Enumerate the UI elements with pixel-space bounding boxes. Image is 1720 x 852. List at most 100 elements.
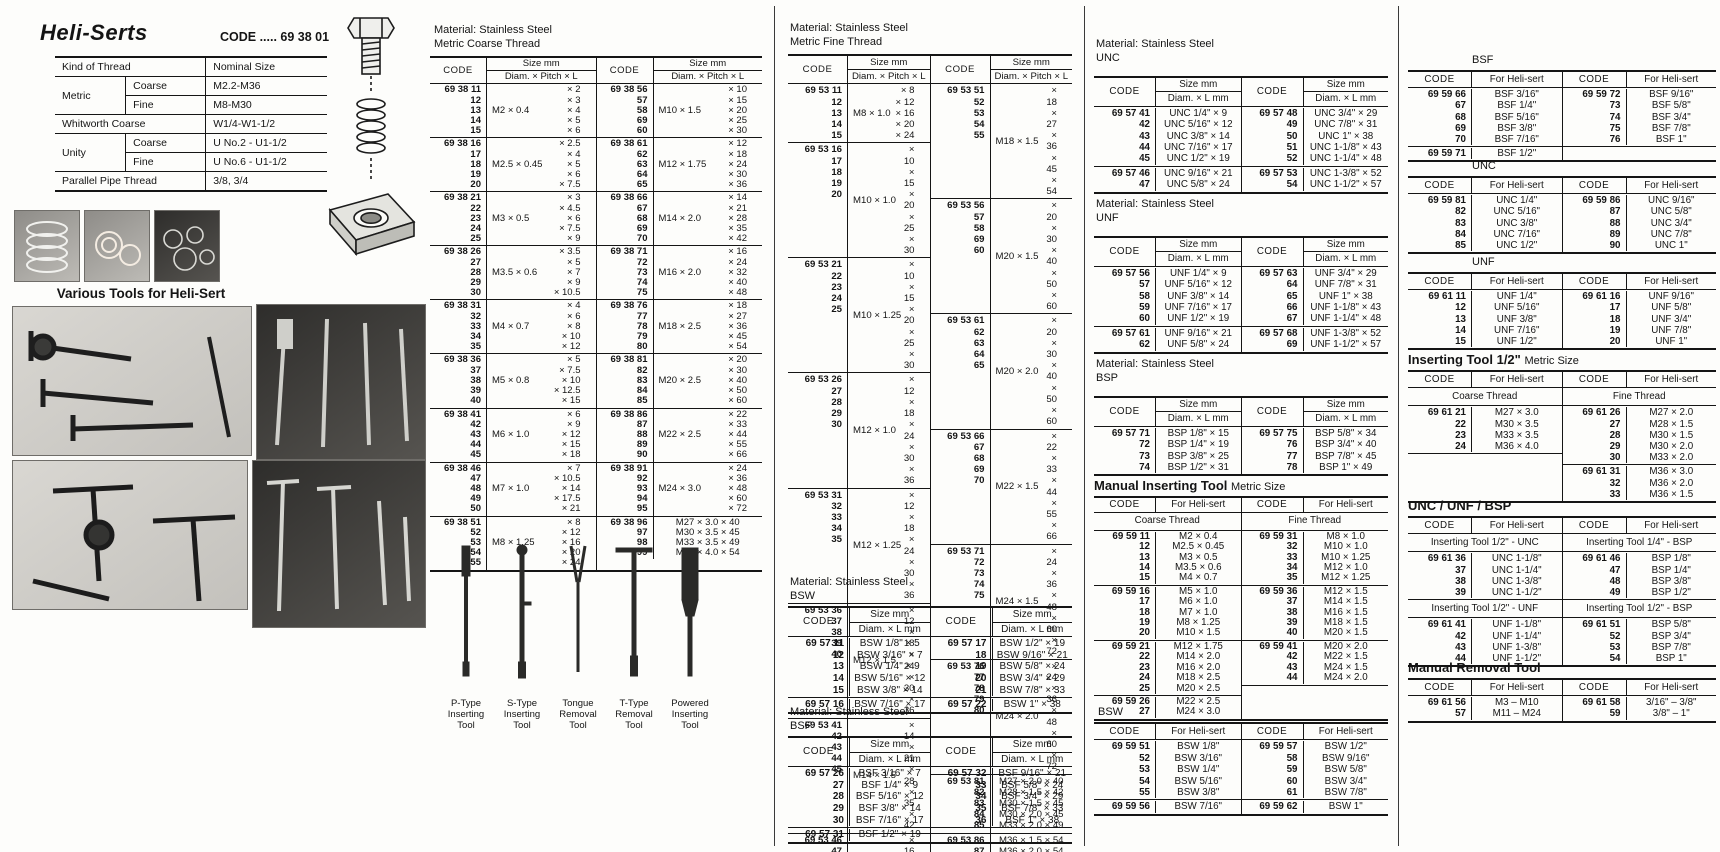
length-list: × 4 × 6 × 8 × 10 × 12 — [561, 300, 581, 353]
size-cell: BSW 1/8" — [1177, 741, 1220, 753]
code-cell: 69 61 51 — [1563, 619, 1627, 631]
code-cell: 58 — [1242, 752, 1304, 765]
size-cell: M11 – M24 — [1492, 708, 1541, 720]
size-table: CODE For Heli-sert 69 61 11 UNF 1/4" 12 UNF 5… — [1408, 272, 1716, 351]
size-cell: M16 × 1.5× 16× 24× 32× 40× 48 — [848, 834, 930, 852]
size-cell: M36 × 2.0 — [1649, 477, 1694, 489]
size-cell: BSP 1/2" × 31 — [1167, 462, 1229, 474]
empty-cell — [1242, 686, 1389, 719]
tools-photo-3 — [12, 460, 248, 610]
size-group: 69 38 36 37 38 39 40 M5 × 0.8 × 5 × 7.5 × 10 × 12… — [430, 354, 596, 409]
code-cell: 76 — [1563, 134, 1627, 146]
table-bsp-stainless: CODE Size mm Diam. × L mm 69 57 71 BSP 1/8" … — [1094, 396, 1388, 477]
size-cell: UNC 9/16" × 21 — [1163, 167, 1233, 179]
table-row: 60 BSW 3/4" — [1242, 775, 1389, 788]
table-row: 39 UNC 1-1/2" — [1408, 587, 1562, 599]
code-cell: 89 — [1563, 228, 1627, 241]
code-cell: 69 57 46 — [1094, 167, 1156, 180]
size-cell: BSF 3/16" × 7 — [858, 768, 921, 780]
thread-line: Metric Coarse Thread — [434, 37, 541, 50]
size-cell: UNC 1-1/8" × 43 — [1309, 142, 1382, 154]
table-row: 15 UNF 1/2" — [1408, 336, 1562, 348]
table-row: 54 BSP 1" — [1563, 653, 1717, 665]
size-cell: M18 × 2.5 × 18 × 27 × 36 × 45 × 54 — [654, 300, 763, 353]
code-cell: 12 — [1408, 302, 1472, 314]
code-cell: 74 — [1094, 462, 1156, 474]
code-cell: 69 61 31 — [1563, 466, 1627, 478]
code-cell: 49 — [1563, 587, 1627, 599]
table-half: CODE For Heli-sert Inserting Tool 1/4" - B… — [1561, 518, 1717, 666]
code-cell: 67 — [1408, 100, 1472, 112]
length-list: × 2 × 3 × 4 × 5 × 6 — [567, 84, 581, 137]
diameter-label: M6 × 1.0 — [492, 428, 530, 440]
length-list: × 12 × 18 × 24 × 30 × 36 — [728, 138, 747, 191]
table-row: 47 UNC 5/8" × 24 — [1094, 179, 1241, 191]
table-half: CODE Size mm Diam. × Pitch × L 69 38 56 57 58… — [595, 58, 763, 570]
code-cell: 57 — [1408, 708, 1472, 720]
thread-type-label: Coarse Thread — [1408, 388, 1562, 407]
table-row: 55 BSW 3/8" — [1094, 787, 1241, 799]
size-cell: BSW 1/2" × 19 — [999, 638, 1066, 650]
table-half: CODE For Heli-sert 69 59 57 BSW 1/2" 58 BSW 9… — [1240, 724, 1389, 814]
table-row: 69 57 71 BSP 1/8" × 15 — [1094, 427, 1241, 440]
diameter-label: M3.5 × 0.6 — [492, 266, 538, 278]
table-header-row: CODE Size mm Diam. × L mm — [930, 738, 1072, 768]
table-header-row: CODE For Heli-sert — [1408, 178, 1562, 195]
size-cell: UNF 1/4" — [1496, 291, 1537, 303]
size-cell: M27 × 2.0 — [1649, 407, 1694, 419]
tool-label: Tongue Removal Tool — [559, 698, 597, 731]
table-manual-inserting: CODE For Heli-sert Coarse Thread 69 59 11 M2… — [1094, 496, 1388, 721]
size-group: 69 57 31 BSF 1/2" × 19 — [788, 828, 930, 842]
code-cell: 20 — [1563, 336, 1627, 348]
table-row: 74 BSF 3/4" — [1563, 111, 1717, 123]
code-cell: 69 61 26 — [1563, 407, 1627, 419]
s-type-tool-cell: S-Type Inserting Tool — [496, 542, 548, 731]
code-cell: 75 — [1563, 122, 1627, 135]
size-group: 69 59 57 BSW 1/2" 58 BSW 9/16" 59 BSW 5/8" 60 B… — [1241, 740, 1389, 801]
size-column-header: Size mm Diam. × L mm — [1303, 238, 1388, 266]
size-cell: M3.5 × 0.6 × 3.5 × 5 × 7 × 9 × 10.5 — [487, 246, 596, 299]
section-title-text: Manual Removal Tool — [1408, 660, 1541, 675]
length-list: × 20 × 30 × 40 × 50 × 60 — [1046, 200, 1057, 313]
size-cell: M10 × 1.25 — [1321, 551, 1371, 563]
size-cell: UNC 5/16" — [1493, 206, 1541, 218]
code-cell: 24 — [1408, 441, 1472, 453]
table-row: 44 UNC 7/16" × 17 — [1094, 142, 1241, 154]
size-group: 69 38 11 12 13 14 15 M2 × 0.4 × 2 × 3 × 4 × 5 × 6 — [430, 84, 596, 139]
size-cell: BSP 3/4" — [1651, 630, 1691, 642]
table-row: 45 UNC 1/2" × 19 — [1094, 153, 1241, 165]
code-cell: 69 57 41 — [1094, 107, 1156, 120]
size-table: CODE Size mm Diam. × L mm 69 57 71 BSP 1/8" … — [1094, 396, 1388, 477]
code-column-header: CODE — [1408, 72, 1472, 88]
size-cell: BSW 5/16" × 12 — [854, 672, 926, 684]
code-cell: 38 — [1408, 575, 1472, 588]
table-row: 68 BSF 5/16" — [1408, 111, 1562, 123]
size-cell: M12 × 1.5 — [1323, 585, 1368, 597]
size-group: 69 57 17 BSW 1/2" × 19 18 BSW 9/16" × 21 19 B… — [930, 637, 1072, 699]
length-list: × 14 × 21 × 28 × 35 × 42 — [728, 192, 747, 245]
size-table: CODE For Heli-sert Inserting Tool 1/2" - U… — [1408, 516, 1717, 668]
table-row: 69 57 31 BSF 1/2" × 19 — [788, 829, 930, 841]
size-cell: M20 × 2.5 — [1176, 682, 1221, 694]
table-row: 69 57 41 UNC 1/4" × 9 — [1094, 107, 1241, 120]
code-cell: 59 — [1242, 764, 1304, 776]
code-cell: 30 — [788, 814, 850, 827]
material-line: Material: Stainless Steel — [1096, 358, 1214, 370]
table-row: 69 59 62 BSW 1" — [1242, 801, 1389, 813]
code-cell: 39 — [1242, 617, 1304, 629]
diameter-label: M10 × 1.25 — [853, 309, 902, 321]
table-row: 52 BSP 3/4" — [1563, 630, 1717, 642]
size-cell: BSF 1" — [1655, 134, 1687, 146]
size-cell: M3.5 × 0.6 — [1174, 562, 1222, 574]
code-cell: 69 57 48 — [1242, 107, 1304, 120]
size-group: 69 53 66 67 68 69 70 M22 × 1.5 × 22 × 33 × 44 × 5… — [930, 429, 1072, 545]
code-cell: 40 — [1242, 628, 1304, 639]
code-cell: 69 57 75 — [1242, 427, 1304, 440]
size-cell: BSP 1/2" — [1651, 587, 1691, 599]
thread-type-label: Inserting Tool 1/4" - BSP — [1562, 534, 1716, 553]
code-column-header: CODE — [931, 738, 993, 767]
table-row: 13 M3 × 0.5 — [1094, 552, 1241, 564]
table-unf-tool: CODE For Heli-sert 69 61 11 UNF 1/4" 12 UNF 5… — [1408, 272, 1716, 351]
size-cell: UNF 5/16" × 12 — [1164, 279, 1232, 291]
for-helisert-column-header: For Heli-sert — [1171, 726, 1226, 737]
